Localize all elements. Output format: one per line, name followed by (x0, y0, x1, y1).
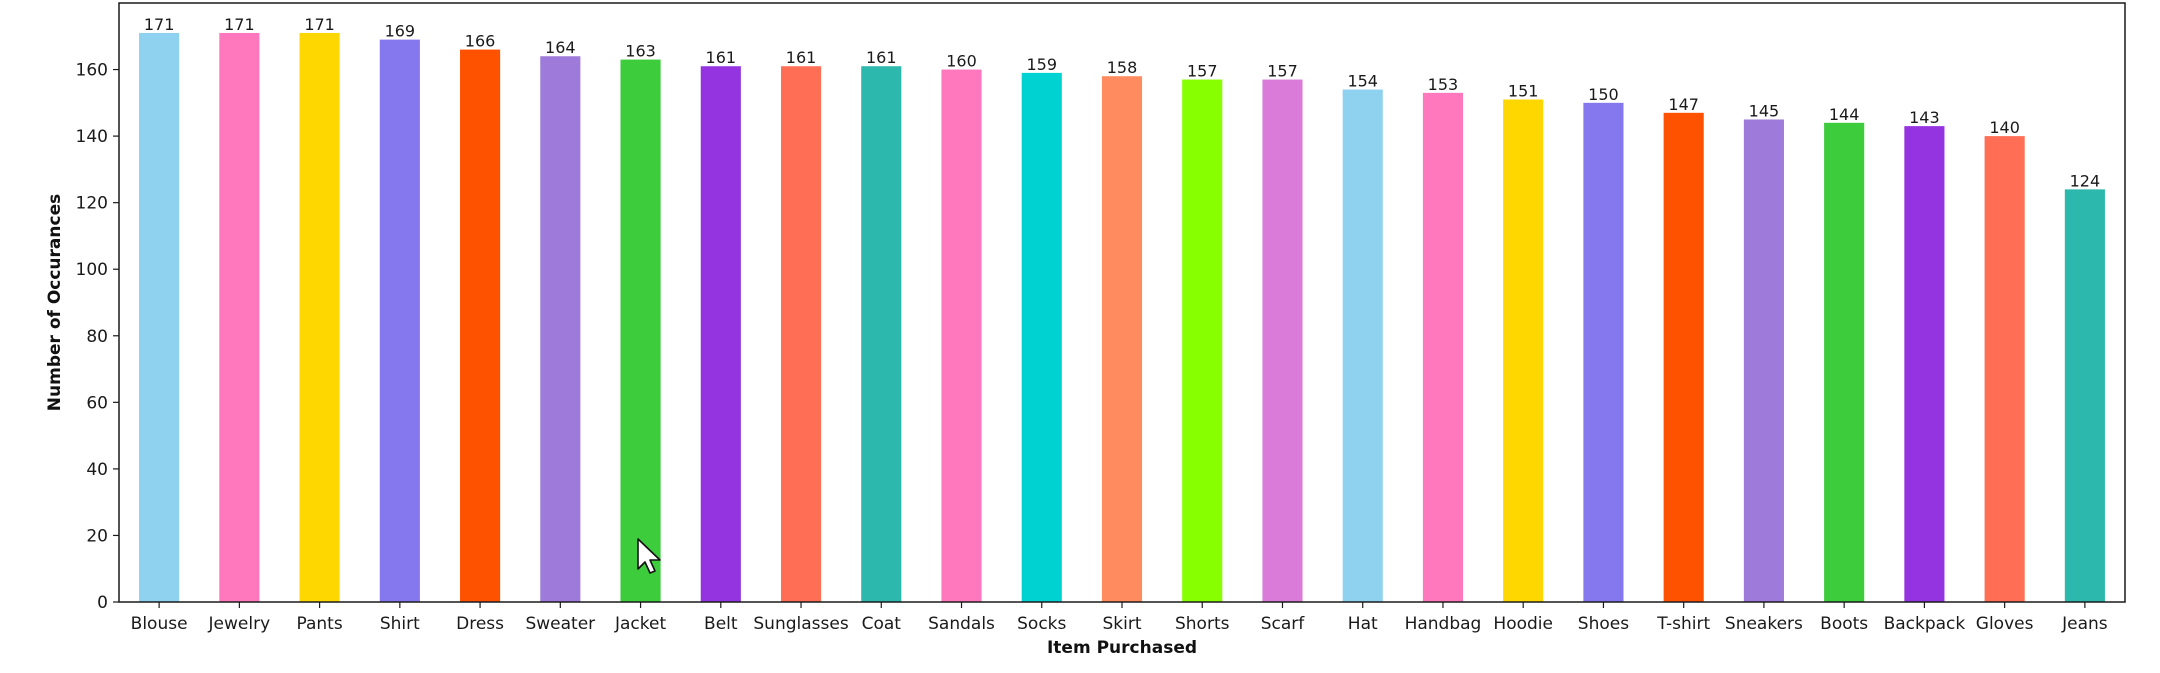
x-tick-label: Skirt (1102, 614, 1141, 634)
y-tick-label: 20 (86, 526, 108, 546)
bar-belt (700, 66, 741, 602)
bar-value-label: 150 (1588, 85, 1619, 104)
bar-value-label: 161 (866, 48, 897, 67)
x-tick-label: Boots (1820, 614, 1868, 634)
y-tick-label: 60 (86, 393, 108, 413)
bar-hoodie (1503, 99, 1544, 602)
x-tick-label: Backpack (1884, 614, 1966, 634)
bar-boots (1824, 122, 1865, 603)
bar-hat (1342, 89, 1383, 603)
bar-sandals (941, 69, 982, 603)
y-tick-label: 140 (76, 127, 108, 147)
bar-value-label: 159 (1026, 55, 1057, 74)
bar-value-label: 160 (946, 52, 977, 71)
bar-skirt (1101, 76, 1143, 602)
plot-frame (118, 2, 2126, 603)
x-tick-label: Jewelry (208, 614, 271, 634)
x-tick-label: Jacket (614, 614, 666, 634)
y-axis-title: Number of Occurances (45, 194, 65, 411)
x-tick-label: Gloves (1976, 614, 2034, 634)
bar-value-label: 171 (144, 15, 175, 34)
bar-value-label: 163 (625, 42, 656, 61)
bar-value-label: 153 (1428, 75, 1459, 94)
bar-shorts (1182, 79, 1223, 603)
y-tick-label: 80 (86, 327, 108, 347)
x-tick-label: Pants (296, 614, 342, 634)
x-axis-ticks: Blouse Jewelry Pants Shirt Dress Sweater Jacke… (131, 602, 2108, 634)
bar-scarf (1262, 79, 1303, 603)
bar-value-label: 166 (465, 32, 496, 51)
x-tick-label: Belt (704, 614, 738, 634)
bar-sunglasses (780, 66, 822, 602)
y-tick-label: 120 (76, 194, 108, 214)
bar-value-label: 143 (1909, 108, 1940, 127)
bar-value-label: 157 (1267, 62, 1298, 81)
bar-value-label: 161 (706, 48, 737, 67)
bar-value-label: 171 (224, 15, 255, 34)
bar-jewelry (219, 32, 260, 602)
mouse-cursor-icon (637, 538, 661, 574)
bar-value-label: 169 (385, 22, 416, 41)
x-tick-label: T-shirt (1656, 614, 1710, 634)
bar-sweater (540, 56, 581, 602)
bar-backpack (1904, 126, 1945, 602)
bar-value-label: 158 (1107, 58, 1138, 77)
bar-value-label: 154 (1347, 72, 1378, 91)
bar-jeans (2064, 189, 2105, 602)
x-tick-label: Sneakers (1725, 614, 1803, 634)
bars-group (139, 32, 2105, 603)
bar-value-label: 164 (545, 38, 576, 57)
y-axis-ticks: 0 20 40 60 80 100 120 140 160 (76, 61, 119, 613)
bar-value-label: 151 (1508, 82, 1539, 101)
x-axis-title: Item Purchased (1047, 638, 1197, 658)
bar-dress (460, 49, 501, 603)
x-tick-label: Socks (1017, 614, 1066, 634)
bar-shoes (1583, 102, 1624, 602)
x-tick-label: Jeans (2061, 614, 2108, 634)
bar-value-labels: 171 171 171 169 166 164 163 161 161 161 160 159 158 1… (144, 15, 2100, 190)
x-tick-label: Handbag (1405, 614, 1482, 634)
x-tick-label: Shirt (380, 614, 420, 634)
x-tick-label: Sunglasses (753, 614, 848, 634)
x-tick-label: Shorts (1175, 614, 1230, 634)
bar-value-label: 144 (1829, 105, 1860, 124)
bar-value-label: 145 (1749, 101, 1780, 120)
x-tick-label: Hoodie (1493, 614, 1553, 634)
x-tick-label: Hat (1348, 614, 1378, 634)
bar-value-label: 140 (1989, 118, 2020, 137)
y-tick-label: 0 (97, 593, 108, 613)
bar-socks (1021, 72, 1062, 603)
x-tick-label: Sweater (525, 614, 595, 634)
bar-gloves (1984, 136, 2025, 602)
y-tick-label: 100 (76, 260, 108, 280)
x-tick-label: Dress (456, 614, 504, 634)
bar-blouse (139, 32, 180, 602)
x-tick-label: Coat (862, 614, 902, 634)
bar-value-label: 124 (2070, 171, 2101, 190)
bar-jacket (620, 59, 661, 603)
x-tick-label: Blouse (131, 614, 188, 634)
bar-t-shirt (1663, 112, 1704, 603)
bar-value-label: 157 (1187, 62, 1218, 81)
bar-value-label: 161 (786, 48, 817, 67)
bar-handbag (1422, 92, 1464, 602)
bar-value-label: 147 (1668, 95, 1699, 114)
y-tick-label: 40 (86, 460, 108, 480)
bar-coat (861, 66, 902, 602)
bar-value-label: 171 (304, 15, 335, 34)
bar-shirt (379, 39, 420, 603)
x-tick-label: Shoes (1578, 614, 1629, 634)
bar-pants (299, 32, 340, 602)
x-tick-label: Scarf (1261, 614, 1306, 634)
bar-sneakers (1743, 119, 1784, 602)
y-tick-label: 160 (76, 61, 108, 81)
x-tick-label: Sandals (928, 614, 995, 634)
